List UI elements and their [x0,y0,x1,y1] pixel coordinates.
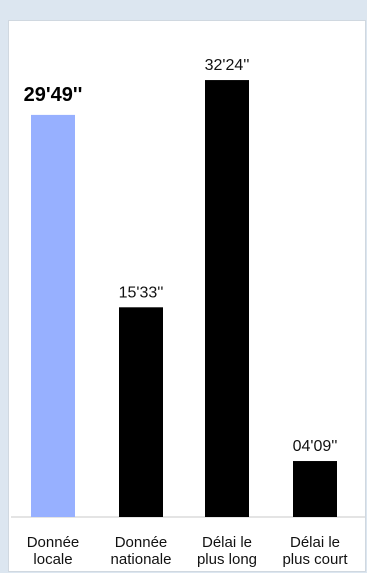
bar-3 [293,461,337,517]
category-label-0-line-0: Donnée [27,534,80,551]
category-label-3-line-1: plus court [282,551,348,568]
category-label-2-line-0: Délai le [202,534,252,551]
value-label-1: 15'33'' [119,284,164,301]
bar-1 [119,307,163,517]
bar-0 [31,114,75,518]
bar-2 [205,80,249,517]
value-label-3: 04'09'' [293,438,338,455]
category-label-1-line-0: Donnée [115,534,168,551]
bar-chart: 29'49''15'33''32'24''04'09'' Donnéelocal… [11,57,365,568]
value-label-2: 32'24'' [205,57,250,74]
value-labels-group: 29'49'' 15'33'' 32'24'' 04'09'' [24,57,338,455]
category-label-0-line-1: locale [33,551,72,568]
value-label-0: 29'49'' [24,84,83,106]
bars-group [31,80,337,518]
chart-frame: 29'49'' 15'33'' 32'24'' 04'09'' Donnée local… [8,20,366,572]
category-label-3-line-0: Délai le [290,534,340,551]
category-label-1-line-1: nationale [111,551,172,568]
category-label-2-line-1: plus long [197,551,257,568]
